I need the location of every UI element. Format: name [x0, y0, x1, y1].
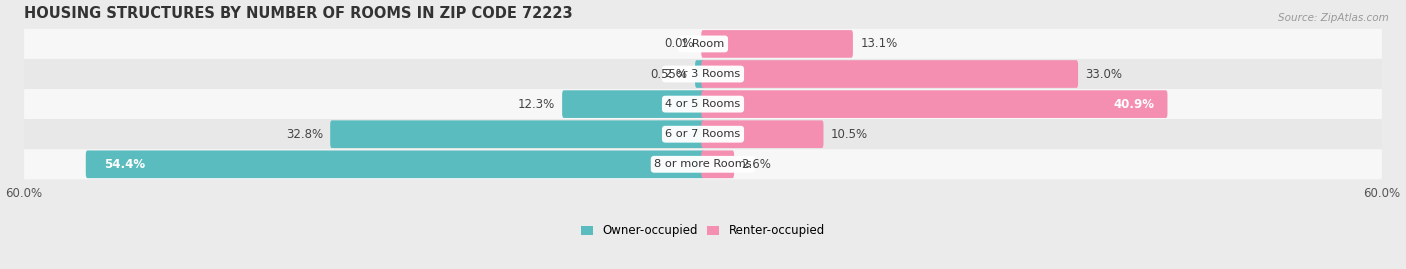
Text: 2.6%: 2.6%: [741, 158, 772, 171]
Text: 10.5%: 10.5%: [831, 128, 868, 141]
Legend: Owner-occupied, Renter-occupied: Owner-occupied, Renter-occupied: [576, 220, 830, 242]
FancyBboxPatch shape: [24, 59, 1382, 89]
Text: 4 or 5 Rooms: 4 or 5 Rooms: [665, 99, 741, 109]
Text: 2 or 3 Rooms: 2 or 3 Rooms: [665, 69, 741, 79]
Text: 33.0%: 33.0%: [1085, 68, 1122, 80]
Text: 6 or 7 Rooms: 6 or 7 Rooms: [665, 129, 741, 139]
Text: 0.0%: 0.0%: [664, 37, 695, 51]
FancyBboxPatch shape: [562, 90, 704, 118]
FancyBboxPatch shape: [330, 120, 704, 148]
Text: 40.9%: 40.9%: [1114, 98, 1154, 111]
FancyBboxPatch shape: [24, 149, 1382, 179]
Text: 0.55%: 0.55%: [651, 68, 688, 80]
FancyBboxPatch shape: [702, 150, 734, 178]
Text: 13.1%: 13.1%: [860, 37, 897, 51]
Text: 32.8%: 32.8%: [285, 128, 323, 141]
FancyBboxPatch shape: [24, 89, 1382, 119]
FancyBboxPatch shape: [86, 150, 704, 178]
Text: 1 Room: 1 Room: [682, 39, 724, 49]
Text: Source: ZipAtlas.com: Source: ZipAtlas.com: [1278, 13, 1389, 23]
Text: 54.4%: 54.4%: [104, 158, 146, 171]
FancyBboxPatch shape: [702, 120, 824, 148]
FancyBboxPatch shape: [24, 119, 1382, 149]
FancyBboxPatch shape: [695, 60, 704, 88]
FancyBboxPatch shape: [702, 30, 853, 58]
FancyBboxPatch shape: [24, 29, 1382, 59]
Text: 8 or more Rooms: 8 or more Rooms: [654, 159, 752, 169]
Text: 12.3%: 12.3%: [517, 98, 555, 111]
FancyBboxPatch shape: [702, 90, 1167, 118]
Text: HOUSING STRUCTURES BY NUMBER OF ROOMS IN ZIP CODE 72223: HOUSING STRUCTURES BY NUMBER OF ROOMS IN…: [24, 6, 572, 20]
FancyBboxPatch shape: [702, 60, 1078, 88]
